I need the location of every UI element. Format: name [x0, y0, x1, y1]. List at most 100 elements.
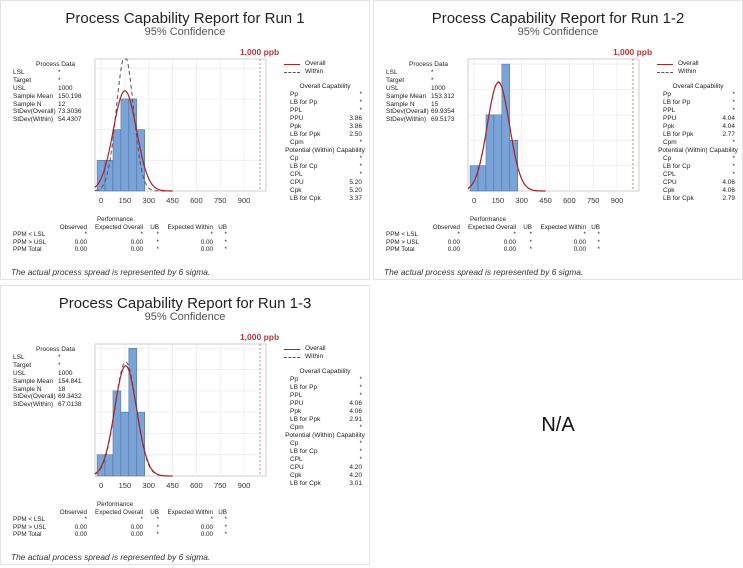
performance-value: 0.00 — [200, 531, 213, 539]
x-tick-label: 750 — [214, 196, 227, 205]
capability-label: Cp — [663, 155, 672, 162]
overall-capability-row: PPL * — [657, 107, 743, 115]
performance-row: PPM > USL 0.00 0.00 * 0.00 * — [13, 239, 227, 247]
performance-column-header: Observed — [59, 508, 87, 516]
performance-value: * — [224, 238, 227, 246]
histogram-chart: 0 150 300 450 600 750 900 — [467, 58, 640, 205]
legend-label: Within — [678, 68, 697, 75]
performance-value: 0.00 — [200, 523, 213, 531]
process-data-row: Target * — [13, 77, 98, 85]
x-tick-label: 900 — [238, 481, 251, 490]
capability-value: * — [359, 384, 362, 391]
performance-value: 0.00 — [74, 238, 87, 246]
process-data-row: USL 1000 — [386, 85, 471, 93]
process-data-label: Target — [386, 76, 405, 84]
performance-value: 0.00 — [130, 523, 143, 531]
performance-value: * — [156, 516, 159, 524]
overall-capability-row: PPU 4.04 — [657, 115, 743, 123]
performance-label: PPM Total — [13, 246, 42, 254]
capability-value: 2.77 — [722, 131, 735, 138]
performance-value: * — [597, 246, 600, 254]
capability-value: * — [732, 99, 735, 106]
legend-item-within: Within — [657, 68, 699, 76]
performance-value: 0.00 — [200, 246, 213, 254]
report-panel-run-1-2: Process Capability Report for Run 1-2 95%… — [373, 0, 743, 280]
chart-legend: Overall Within — [657, 60, 699, 76]
capability-value: * — [359, 139, 362, 146]
x-tick-label: 900 — [611, 196, 624, 205]
performance-column-header: UB — [150, 223, 159, 231]
legend-item-within: Within — [284, 353, 326, 361]
performance-column-header: Observed — [432, 223, 460, 231]
within-capability-row: CPL * — [657, 171, 743, 179]
performance-header: Performance — [96, 216, 134, 223]
legend-item-within: Within — [284, 68, 326, 76]
capability-value: * — [359, 99, 362, 106]
capability-value: * — [359, 440, 362, 447]
sigma-note: The actual process spread is represented… — [11, 552, 211, 562]
capability-label: LB for Cp — [290, 163, 318, 170]
process-data-row: USL 1000 — [13, 85, 98, 93]
process-data-label: StDev(Overall) — [13, 393, 56, 401]
performance-row: PPM < LSL * * * * * — [13, 516, 227, 524]
within-capability-row: LB for Cpk 3.01 — [284, 480, 370, 488]
x-tick-label: 450 — [166, 196, 179, 205]
histogram-bar — [120, 411, 130, 477]
performance-column-header — [386, 224, 424, 232]
process-data-label: USL — [386, 84, 399, 92]
process-data-value: 1000 — [431, 84, 446, 92]
process-data-value: 150.198 — [58, 92, 82, 100]
histogram-bar — [501, 63, 511, 192]
performance-value: 0.00 — [573, 246, 586, 254]
performance-value: 0.00 — [503, 238, 516, 246]
performance-value: * — [210, 231, 213, 239]
capability-value: 2.91 — [349, 416, 362, 423]
histogram-bar — [96, 160, 106, 192]
process-data-header: Process Data — [35, 61, 76, 68]
x-tick-label: 150 — [119, 196, 132, 205]
performance-row: PPM > USL 0.00 0.00 * 0.00 * — [13, 524, 227, 532]
capability-table: Overall Capability Pp * LB for Pp * PPL * PPU 4.… — [657, 83, 743, 203]
x-tick-label: 600 — [563, 196, 576, 205]
overall-capability-row: Cpm * — [657, 139, 743, 147]
capability-label: Cpm — [290, 424, 304, 431]
within-capability-header: Potential (Within) Capability — [285, 432, 365, 439]
capability-value: 3.01 — [349, 480, 362, 487]
capability-value: * — [359, 107, 362, 114]
performance-value: * — [224, 231, 227, 239]
performance-value: * — [224, 531, 227, 539]
legend-label: Overall — [305, 345, 326, 352]
legend-label: Overall — [305, 60, 326, 67]
process-data-table: Process Data LSL * Target * USL 1000 Sample Mea… — [13, 346, 98, 409]
sigma-note: The actual process spread is represented… — [11, 267, 211, 277]
process-data-row: StDev(Overall) 69.3432 — [13, 393, 98, 401]
capability-value: * — [732, 139, 735, 146]
within-line-icon — [284, 71, 300, 73]
histogram-bar — [493, 114, 503, 192]
within-capability-row: CPU 5.20 — [284, 179, 370, 187]
x-tick-label: 750 — [214, 481, 227, 490]
performance-value: * — [140, 231, 143, 239]
capability-value: * — [359, 171, 362, 178]
x-tick-label: 600 — [190, 196, 203, 205]
overall-capability-row: LB for Ppk 2.50 — [284, 131, 370, 139]
process-data-row: USL 1000 — [13, 370, 98, 378]
empty-panel: N/A — [373, 285, 743, 565]
performance-column-header: UB — [218, 508, 227, 516]
overall-capability-row: Cpm * — [284, 424, 370, 432]
process-data-table: Process Data LSL * Target * USL 1000 Sample Mea… — [13, 61, 98, 124]
capability-label: CPU — [663, 179, 677, 186]
overall-capability-row: Ppk 4.04 — [657, 123, 743, 131]
x-tick-label: 450 — [539, 196, 552, 205]
process-data-row: Sample Mean 154.841 — [13, 378, 98, 386]
process-data-label: Sample Mean — [386, 92, 427, 100]
capability-label: LB for Cp — [290, 448, 318, 455]
capability-value: 3.86 — [349, 115, 362, 122]
performance-value: * — [84, 231, 87, 239]
performance-value: * — [156, 531, 159, 539]
process-data-value: 12 — [58, 100, 66, 108]
performance-row: PPM > USL 0.00 0.00 * 0.00 * — [386, 239, 600, 247]
process-data-header: Process Data — [35, 346, 76, 353]
overall-capability-header: Overall Capability — [299, 368, 351, 375]
histogram-bar — [136, 411, 145, 477]
